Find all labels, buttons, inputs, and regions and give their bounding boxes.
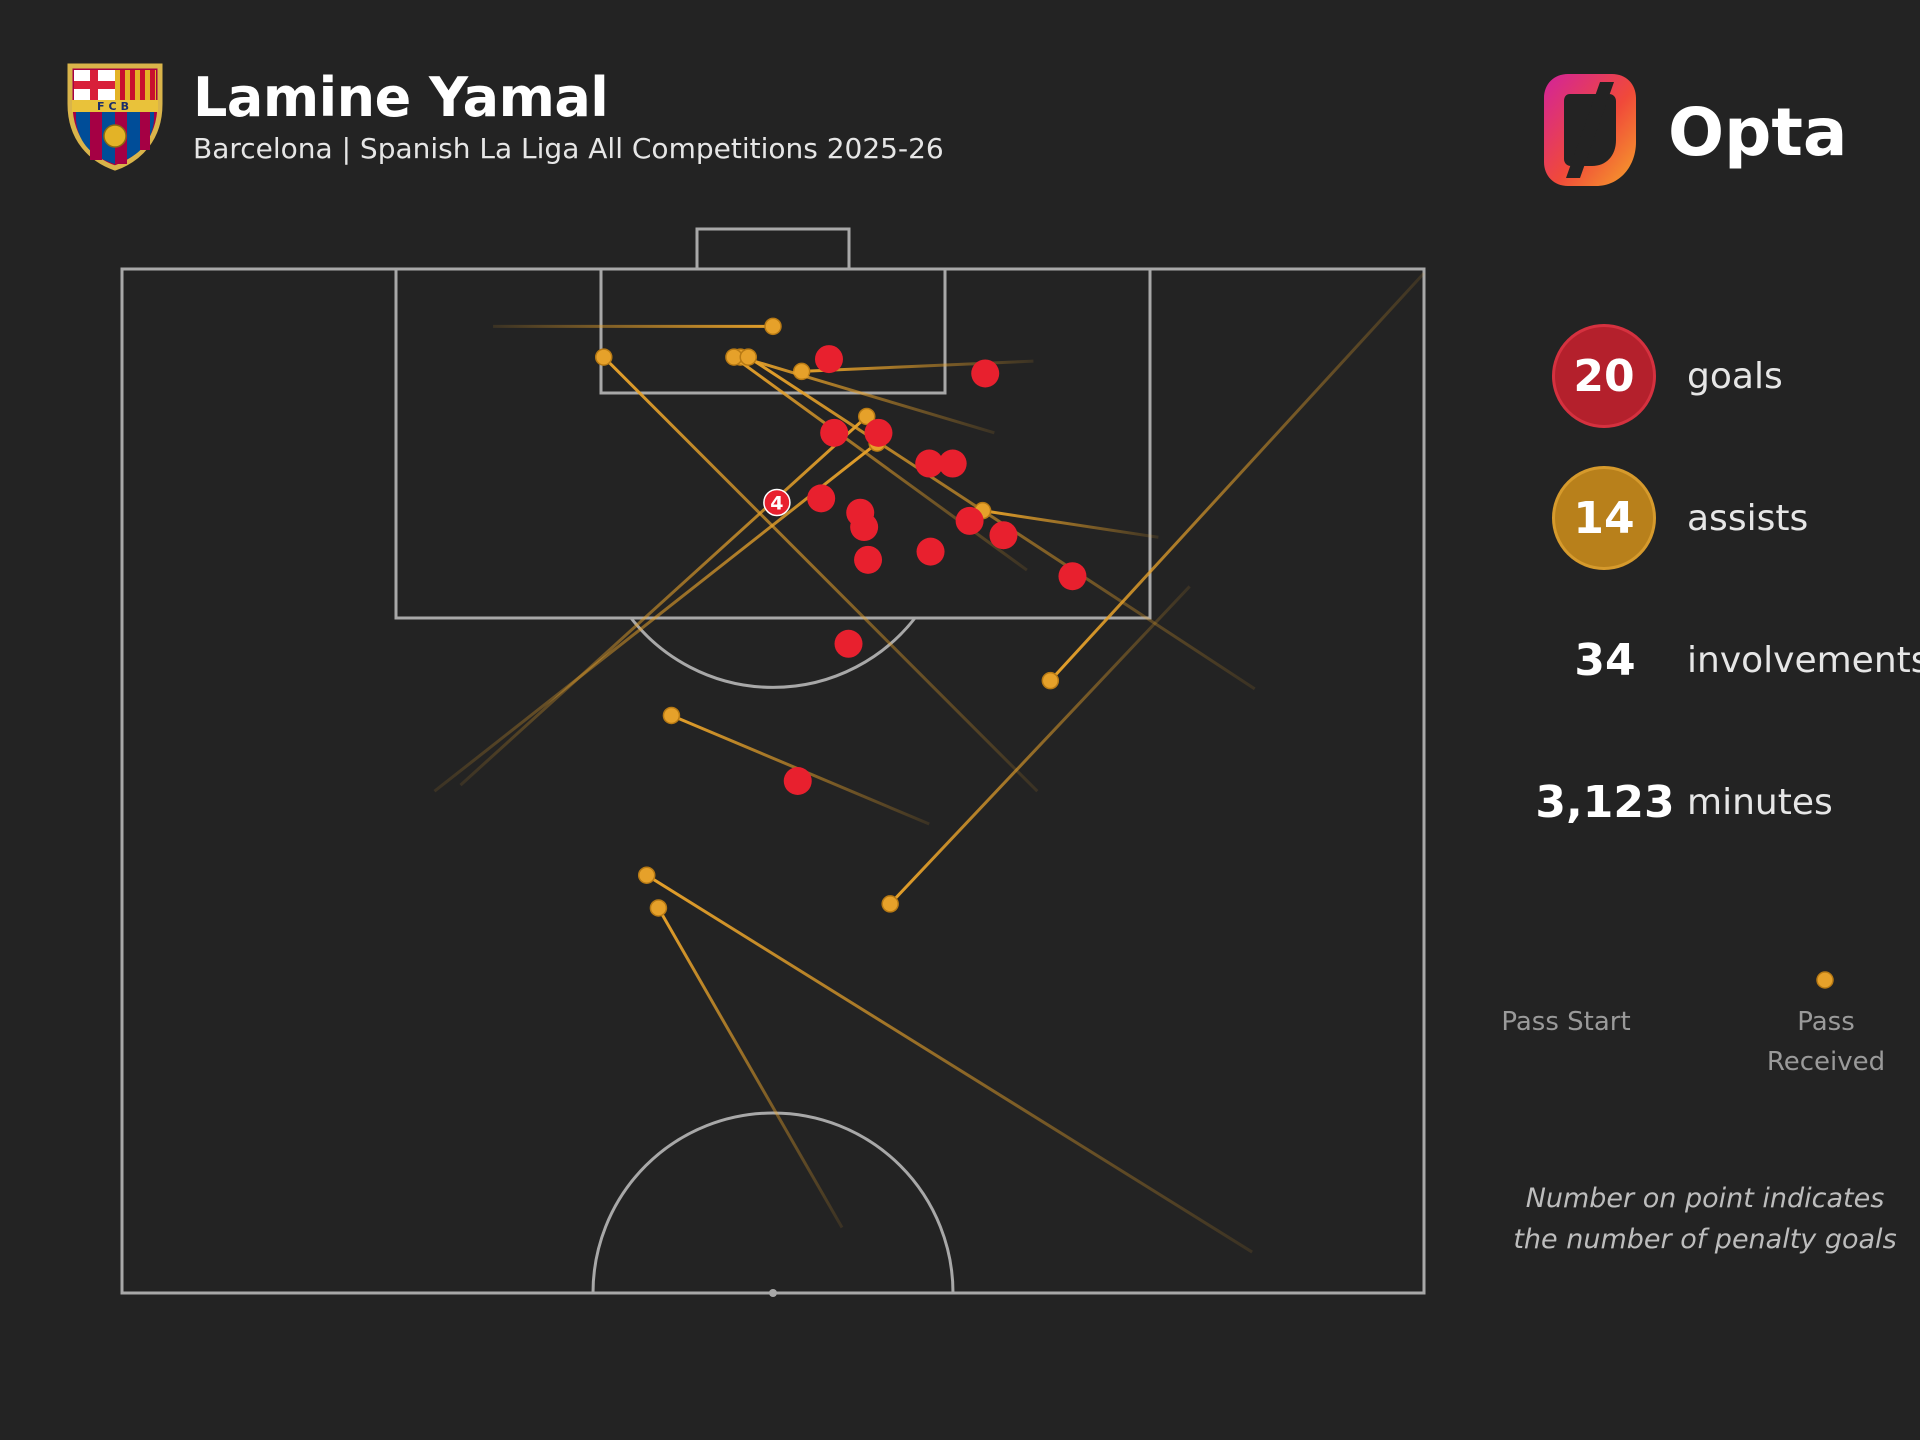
goal-shot-point	[850, 513, 879, 542]
legend-pass-received-label: Pass Received	[1766, 1007, 1886, 1077]
opta-wordmark: Opta	[1668, 94, 1847, 171]
stat-minutes: 3,123 minutes	[1535, 750, 1920, 860]
centre-circle	[591, 1111, 955, 1294]
assists-layer	[433, 272, 1426, 1254]
assist-pass-received-point	[662, 706, 681, 725]
assist-pass-received-point	[1041, 671, 1060, 690]
pitch-outline	[120, 267, 1426, 1295]
crest-lettering: FCB	[97, 100, 133, 113]
goals-count: 20	[1552, 324, 1656, 428]
barcelona-crest-icon: FCB	[67, 63, 163, 171]
legend-received-dot	[1816, 971, 1834, 989]
assist-pass-line	[602, 356, 1039, 793]
assist-pass-line	[740, 355, 995, 435]
assist-pass-line	[733, 355, 1028, 572]
goal-shot-point	[864, 418, 893, 447]
assist-pass-received-point	[739, 348, 758, 366]
assist-pass-received-point	[637, 866, 656, 884]
stat-involvements: 34 involvements	[1550, 608, 1920, 718]
goal-shot-point	[915, 449, 944, 478]
penalty-arc	[629, 617, 917, 689]
penalty-box	[394, 267, 1152, 620]
assist-pass-line	[645, 873, 1253, 1254]
assist-pass-line	[1049, 272, 1426, 682]
subtitle: Barcelona | Spanish La Liga All Competit…	[193, 132, 944, 165]
pass-legend	[1566, 971, 1834, 989]
goal-shot-point	[955, 506, 984, 535]
goal-shot-point	[783, 767, 812, 795]
assist-pass-line	[801, 359, 1034, 373]
stat-assists: 14 assists	[1550, 466, 1920, 576]
goal-shot-point	[814, 345, 843, 374]
goal-shot-point	[763, 488, 791, 517]
goal-shot-point	[834, 629, 863, 658]
assists-count: 14	[1552, 466, 1656, 570]
assist-pass-received-point	[857, 407, 876, 426]
assist-pass-received-point	[764, 317, 782, 336]
involvements-count: 34	[1574, 634, 1636, 686]
legend-pass-start-label: Pass Start	[1501, 1007, 1631, 1037]
goal	[695, 227, 851, 271]
goal-shot-point	[854, 545, 883, 574]
goal-shot-point	[989, 521, 1018, 550]
goal-shot-point	[971, 359, 1000, 388]
assist-pass-line	[982, 509, 1159, 539]
goals-label: goals	[1687, 355, 1783, 397]
player-name: Lamine Yamal	[193, 66, 609, 129]
goal-shot-point	[916, 537, 945, 566]
involvements-label: involvements	[1687, 639, 1920, 681]
assist-pass-line	[459, 415, 868, 787]
assists-label: assists	[1687, 497, 1809, 539]
assist-pass-line	[889, 585, 1191, 905]
goal-shot-point	[820, 418, 849, 447]
assist-pass-received-point	[881, 895, 899, 913]
assist-pass-line	[433, 441, 879, 793]
footnote: Number on point indicates the number of …	[1513, 1183, 1897, 1255]
minutes-label: minutes	[1687, 781, 1833, 823]
assist-pass-received-point	[649, 899, 668, 917]
goals-layer: 4	[763, 345, 1087, 795]
centre-spot	[769, 1289, 777, 1297]
assist-pass-received-point	[594, 348, 613, 366]
goal-shot-point	[1058, 562, 1087, 591]
pitch-markings	[120, 227, 1426, 1297]
goal-shot-point	[807, 484, 836, 513]
stat-goals: 20 goals	[1550, 324, 1920, 434]
goal-shot-point	[938, 449, 967, 478]
opta-logo-icon: Opta	[1544, 74, 1847, 186]
assist-pass-line	[657, 907, 844, 1229]
minutes-count: 3,123	[1535, 776, 1675, 828]
penalty-goal-count-label: 4	[770, 492, 783, 514]
